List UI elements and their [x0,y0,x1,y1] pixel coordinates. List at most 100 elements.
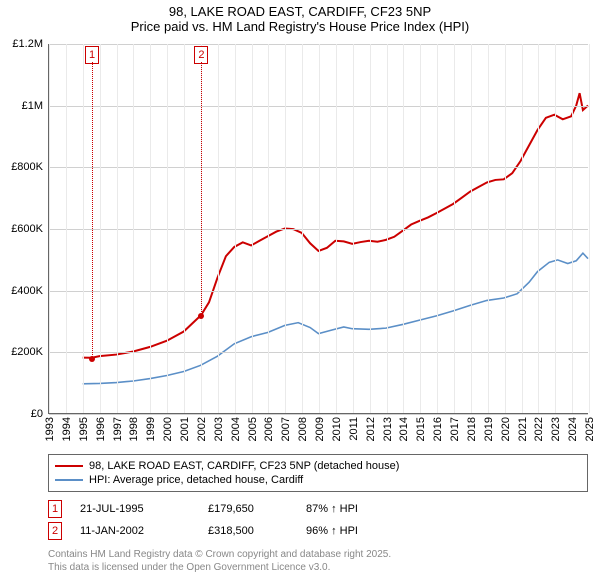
x-axis-label: 2009 [314,417,326,441]
x-gridline [420,44,421,413]
x-axis-label: 1997 [112,417,124,441]
x-axis-label: 2007 [280,417,292,441]
x-gridline [488,44,489,413]
title-subtitle: Price paid vs. HM Land Registry's House … [0,19,600,34]
x-gridline [150,44,151,413]
footer-line2: This data is licensed under the Open Gov… [48,561,588,574]
y-gridline [49,414,588,415]
x-axis-label: 2003 [213,417,225,441]
x-axis-label: 2012 [365,417,377,441]
x-gridline [117,44,118,413]
x-gridline [522,44,523,413]
legend-swatch [55,465,83,467]
x-gridline [302,44,303,413]
x-axis-label: 2017 [449,417,461,441]
legend-label: HPI: Average price, detached house, Card… [89,474,303,486]
sale-pct: 96% ↑ HPI [306,525,396,537]
x-gridline [403,44,404,413]
y-axis-label: £200K [11,346,43,358]
x-gridline [66,44,67,413]
attribution-footer: Contains HM Land Registry data © Crown c… [48,548,588,574]
x-axis-label: 2011 [348,417,360,441]
legend-item: 98, LAKE ROAD EAST, CARDIFF, CF23 5NP (d… [55,459,581,473]
legend-swatch [55,479,83,481]
x-axis-label: 2010 [331,417,343,441]
x-gridline [252,44,253,413]
title-address: 98, LAKE ROAD EAST, CARDIFF, CF23 5NP [0,4,600,19]
x-gridline [437,44,438,413]
sale-row: 2 11-JAN-2002 £318,500 96% ↑ HPI [48,520,588,542]
sale-marker-dot [198,313,204,319]
y-axis-label: £800K [11,161,43,173]
x-axis-label: 2018 [466,417,478,441]
footer-line1: Contains HM Land Registry data © Crown c… [48,548,588,561]
sales-table: 1 21-JUL-1995 £179,650 87% ↑ HPI 2 11-JAN-200… [48,498,588,542]
x-axis-label: 2021 [517,417,529,441]
x-axis-label: 2014 [398,417,410,441]
x-gridline [49,44,50,413]
y-axis-label: £1M [22,100,43,112]
x-gridline [471,44,472,413]
chart-plot-area: £0£200K£400K£600K£800K£1M£1.2M1993199419… [48,44,588,414]
x-axis-label: 2008 [297,417,309,441]
y-axis-label: £1.2M [12,38,43,50]
x-gridline [370,44,371,413]
x-gridline [235,44,236,413]
x-axis-label: 2023 [550,417,562,441]
x-axis-label: 2006 [263,417,275,441]
x-axis-label: 2004 [230,417,242,441]
x-gridline [589,44,590,413]
x-axis-label: 1995 [78,417,90,441]
sale-marker-line [92,62,93,359]
x-gridline [538,44,539,413]
x-axis-label: 1996 [95,417,107,441]
x-gridline [133,44,134,413]
sale-row-marker: 1 [48,500,62,518]
x-axis-label: 2022 [533,417,545,441]
x-axis-label: 1993 [44,417,56,441]
x-axis-label: 2024 [567,417,579,441]
y-axis-label: £400K [11,285,43,297]
x-axis-label: 2005 [247,417,259,441]
chart-legend: 98, LAKE ROAD EAST, CARDIFF, CF23 5NP (d… [48,454,588,492]
x-gridline [555,44,556,413]
legend-label: 98, LAKE ROAD EAST, CARDIFF, CF23 5NP (d… [89,460,399,472]
x-gridline [285,44,286,413]
x-gridline [572,44,573,413]
sale-price: £318,500 [208,525,288,537]
x-axis-label: 1994 [61,417,73,441]
x-axis-label: 2020 [500,417,512,441]
x-gridline [268,44,269,413]
sale-date: 11-JAN-2002 [80,525,190,537]
x-gridline [454,44,455,413]
x-gridline [83,44,84,413]
sale-row-marker: 2 [48,522,62,540]
legend-item: HPI: Average price, detached house, Card… [55,473,581,487]
x-axis-label: 2025 [584,417,596,441]
sale-date: 21-JUL-1995 [80,503,190,515]
chart-title-block: 98, LAKE ROAD EAST, CARDIFF, CF23 5NP Pr… [0,0,600,36]
x-gridline [184,44,185,413]
x-axis-label: 1998 [128,417,140,441]
x-gridline [218,44,219,413]
x-gridline [336,44,337,413]
x-axis-label: 2019 [483,417,495,441]
x-gridline [505,44,506,413]
sale-pct: 87% ↑ HPI [306,503,396,515]
x-axis-label: 2015 [415,417,427,441]
y-axis-label: £0 [31,408,43,420]
x-gridline [319,44,320,413]
x-axis-label: 2016 [432,417,444,441]
sale-marker-dot [89,356,95,362]
x-axis-label: 1999 [145,417,157,441]
x-gridline [387,44,388,413]
sale-row: 1 21-JUL-1995 £179,650 87% ↑ HPI [48,498,588,520]
sale-marker-line [201,62,202,316]
y-axis-label: £600K [11,223,43,235]
x-axis-label: 2000 [162,417,174,441]
x-axis-label: 2002 [196,417,208,441]
x-gridline [167,44,168,413]
sale-price: £179,650 [208,503,288,515]
x-gridline [353,44,354,413]
x-axis-label: 2001 [179,417,191,441]
